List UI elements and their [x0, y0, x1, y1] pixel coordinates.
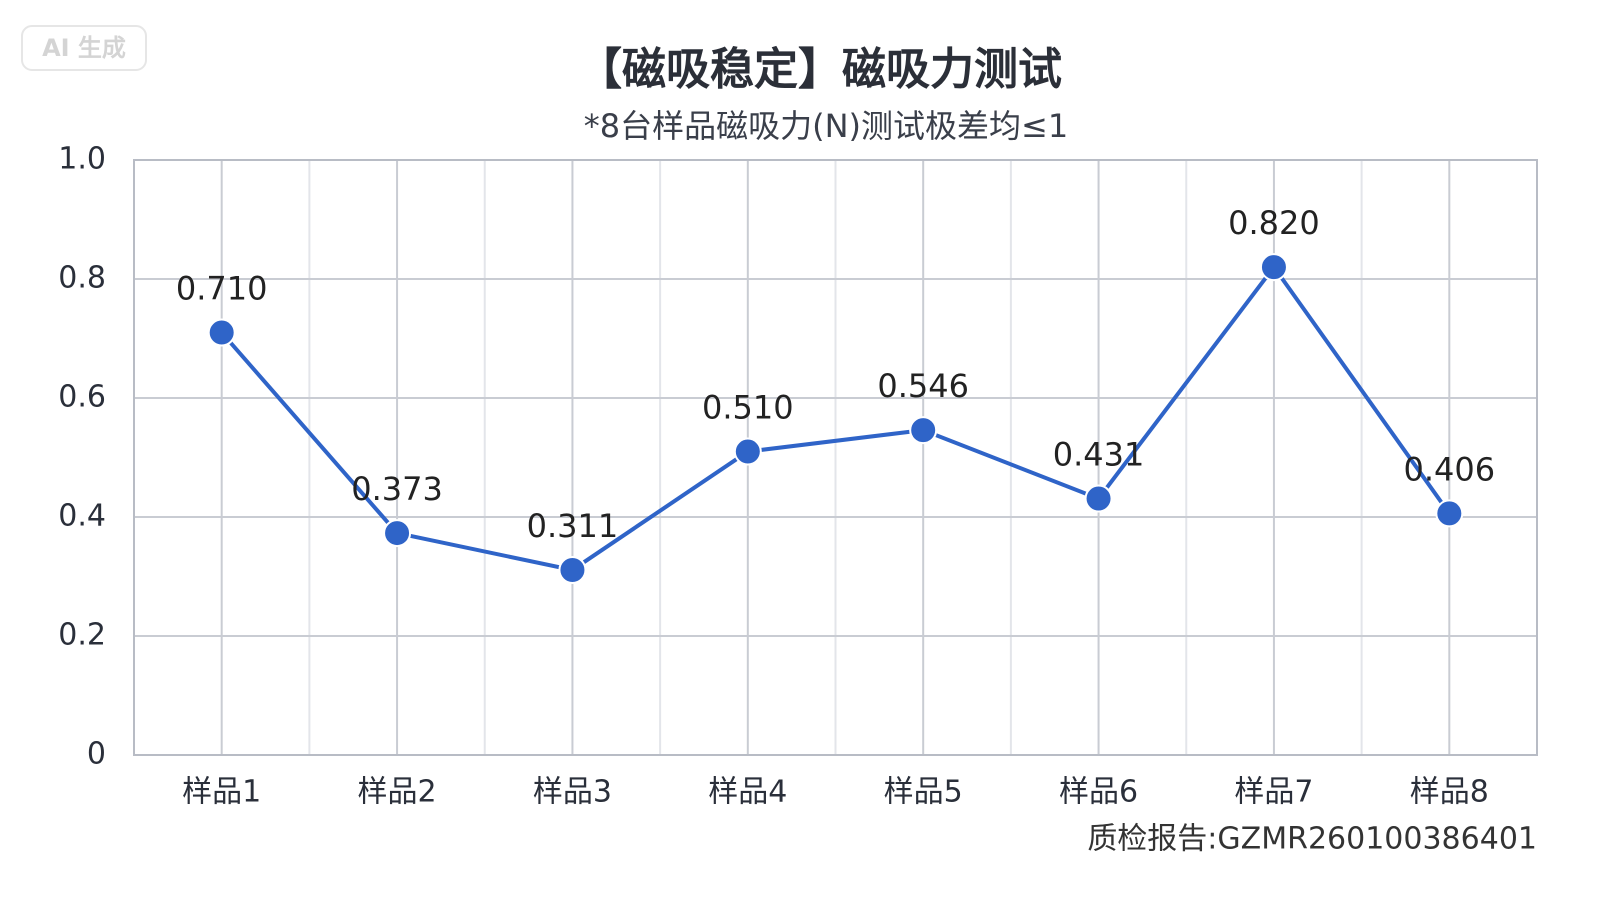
chart-title: 【磁吸稳定】磁吸力测试 [578, 44, 1062, 95]
watermark: AI 生成 [42, 34, 126, 62]
value-label: 0.546 [877, 367, 969, 405]
footer: 质检报告:GZMR260100386401 [1087, 822, 1537, 857]
value-label: 0.710 [176, 270, 268, 308]
value-label: 0.510 [702, 389, 794, 427]
plot-frame [133, 159, 1538, 756]
x-tick-label: 样品1 [182, 775, 261, 810]
line [220, 263, 1451, 573]
value-label: 0.373 [351, 470, 443, 508]
y-tick-label: 0.8 [58, 261, 106, 296]
x-tick-label: 样品7 [1234, 775, 1313, 810]
value-label: 0.406 [1404, 450, 1496, 488]
point [1084, 484, 1113, 513]
watermark-box [21, 25, 147, 71]
value-label: 0.311 [527, 507, 619, 545]
point [1435, 499, 1464, 528]
point [207, 318, 236, 347]
point [733, 437, 762, 466]
point [909, 416, 938, 445]
x-tick-label: 样品5 [884, 775, 963, 810]
point [558, 555, 587, 584]
y-tick-label: 0.6 [58, 380, 106, 415]
x-tick-label: 样品4 [708, 775, 787, 810]
value-label: 0.820 [1228, 204, 1320, 242]
x-tick-label: 样品3 [533, 775, 612, 810]
x-tick-label: 样品6 [1059, 775, 1138, 810]
y-tick-label: 1.0 [58, 142, 106, 177]
y-tick-label: 0 [87, 737, 106, 772]
value-label: 0.431 [1053, 436, 1145, 474]
point [1259, 253, 1288, 282]
chart-subtitle: *8台样品磁吸力(N)测试极差均≤1 [584, 107, 1068, 145]
y-tick-label: 0.2 [58, 618, 106, 653]
point [383, 519, 412, 548]
x-tick-label: 样品2 [358, 775, 437, 810]
x-tick-label: 样品8 [1410, 775, 1489, 810]
y-tick-label: 0.4 [58, 499, 106, 534]
